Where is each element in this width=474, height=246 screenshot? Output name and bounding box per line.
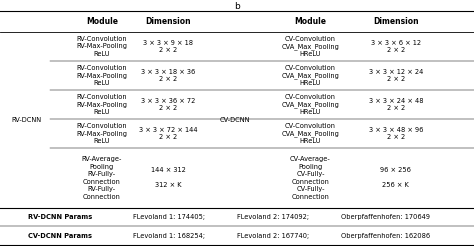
Text: 3 × 3 × 72 × 144
2 × 2: 3 × 3 × 72 × 144 2 × 2: [139, 127, 198, 140]
Text: RV-Convolution
RV-Max-Pooling
ReLU: RV-Convolution RV-Max-Pooling ReLU: [76, 94, 128, 115]
Text: 3 × 3 × 12 × 24
2 × 2: 3 × 3 × 12 × 24 2 × 2: [369, 69, 423, 82]
Text: RV-Convolution
RV-Max-Pooling
ReLU: RV-Convolution RV-Max-Pooling ReLU: [76, 36, 128, 57]
Text: 96 × 256

256 × K: 96 × 256 256 × K: [380, 168, 411, 188]
Text: RV-Convolution
RV-Max-Pooling
ReLU: RV-Convolution RV-Max-Pooling ReLU: [76, 65, 128, 86]
Text: Dimension: Dimension: [146, 17, 191, 26]
Text: Oberpfaffenhofen: 162086: Oberpfaffenhofen: 162086: [341, 232, 430, 239]
Text: Module: Module: [86, 17, 118, 26]
Text: RV-Convolution
RV-Max-Pooling
ReLU: RV-Convolution RV-Max-Pooling ReLU: [76, 123, 128, 144]
Text: 144 × 312

312 × K: 144 × 312 312 × K: [151, 168, 186, 188]
Text: 3 × 3 × 48 × 96
2 × 2: 3 × 3 × 48 × 96 2 × 2: [369, 127, 423, 140]
Text: CV-Convolution
CVA_Max_Pooling
HReLU: CV-Convolution CVA_Max_Pooling HReLU: [282, 65, 339, 86]
Text: FLevoland 2: 167740;: FLevoland 2: 167740;: [237, 232, 309, 239]
Text: b: b: [234, 2, 240, 12]
Text: 3 × 3 × 6 × 12
2 × 2: 3 × 3 × 6 × 12 2 × 2: [371, 40, 421, 53]
Text: 3 × 3 × 24 × 48
2 × 2: 3 × 3 × 24 × 48 2 × 2: [369, 98, 423, 111]
Text: RV-DCNN: RV-DCNN: [11, 117, 41, 123]
Text: CV-DCNN Params: CV-DCNN Params: [28, 232, 92, 239]
Text: RV-DCNN Params: RV-DCNN Params: [28, 214, 93, 220]
Text: FLevoland 1: 174405;: FLevoland 1: 174405;: [133, 214, 205, 220]
Text: CV-Convolution
CVA_Max_Pooling
HReLU: CV-Convolution CVA_Max_Pooling HReLU: [282, 36, 339, 57]
Text: Dimension: Dimension: [373, 17, 419, 26]
Text: CV-Convolution
CVA_Max_Pooling
HReLU: CV-Convolution CVA_Max_Pooling HReLU: [282, 123, 339, 144]
Text: Module: Module: [294, 17, 327, 26]
Text: 3 × 3 × 36 × 72
2 × 2: 3 × 3 × 36 × 72 2 × 2: [141, 98, 195, 111]
Text: CV-Average-
Pooling
CV-Fully-
Connection
CV-Fully-
Connection: CV-Average- Pooling CV-Fully- Connection…: [290, 156, 331, 200]
Text: FLevoland 2: 174092;: FLevoland 2: 174092;: [237, 214, 309, 220]
Text: RV-Average-
Pooling
RV-Fully-
Connection
RV-Fully-
Connection: RV-Average- Pooling RV-Fully- Connection…: [82, 156, 122, 200]
Text: Oberpfaffenhofen: 170649: Oberpfaffenhofen: 170649: [341, 214, 430, 220]
Text: 3 × 3 × 18 × 36
2 × 2: 3 × 3 × 18 × 36 2 × 2: [141, 69, 195, 82]
Text: CV-Convolution
CVA_Max_Pooling
HReLU: CV-Convolution CVA_Max_Pooling HReLU: [282, 94, 339, 115]
Text: 3 × 3 × 9 × 18
2 × 2: 3 × 3 × 9 × 18 2 × 2: [143, 40, 193, 53]
Text: FLevoland 1: 168254;: FLevoland 1: 168254;: [133, 232, 205, 239]
Text: CV-DCNN: CV-DCNN: [219, 117, 250, 123]
